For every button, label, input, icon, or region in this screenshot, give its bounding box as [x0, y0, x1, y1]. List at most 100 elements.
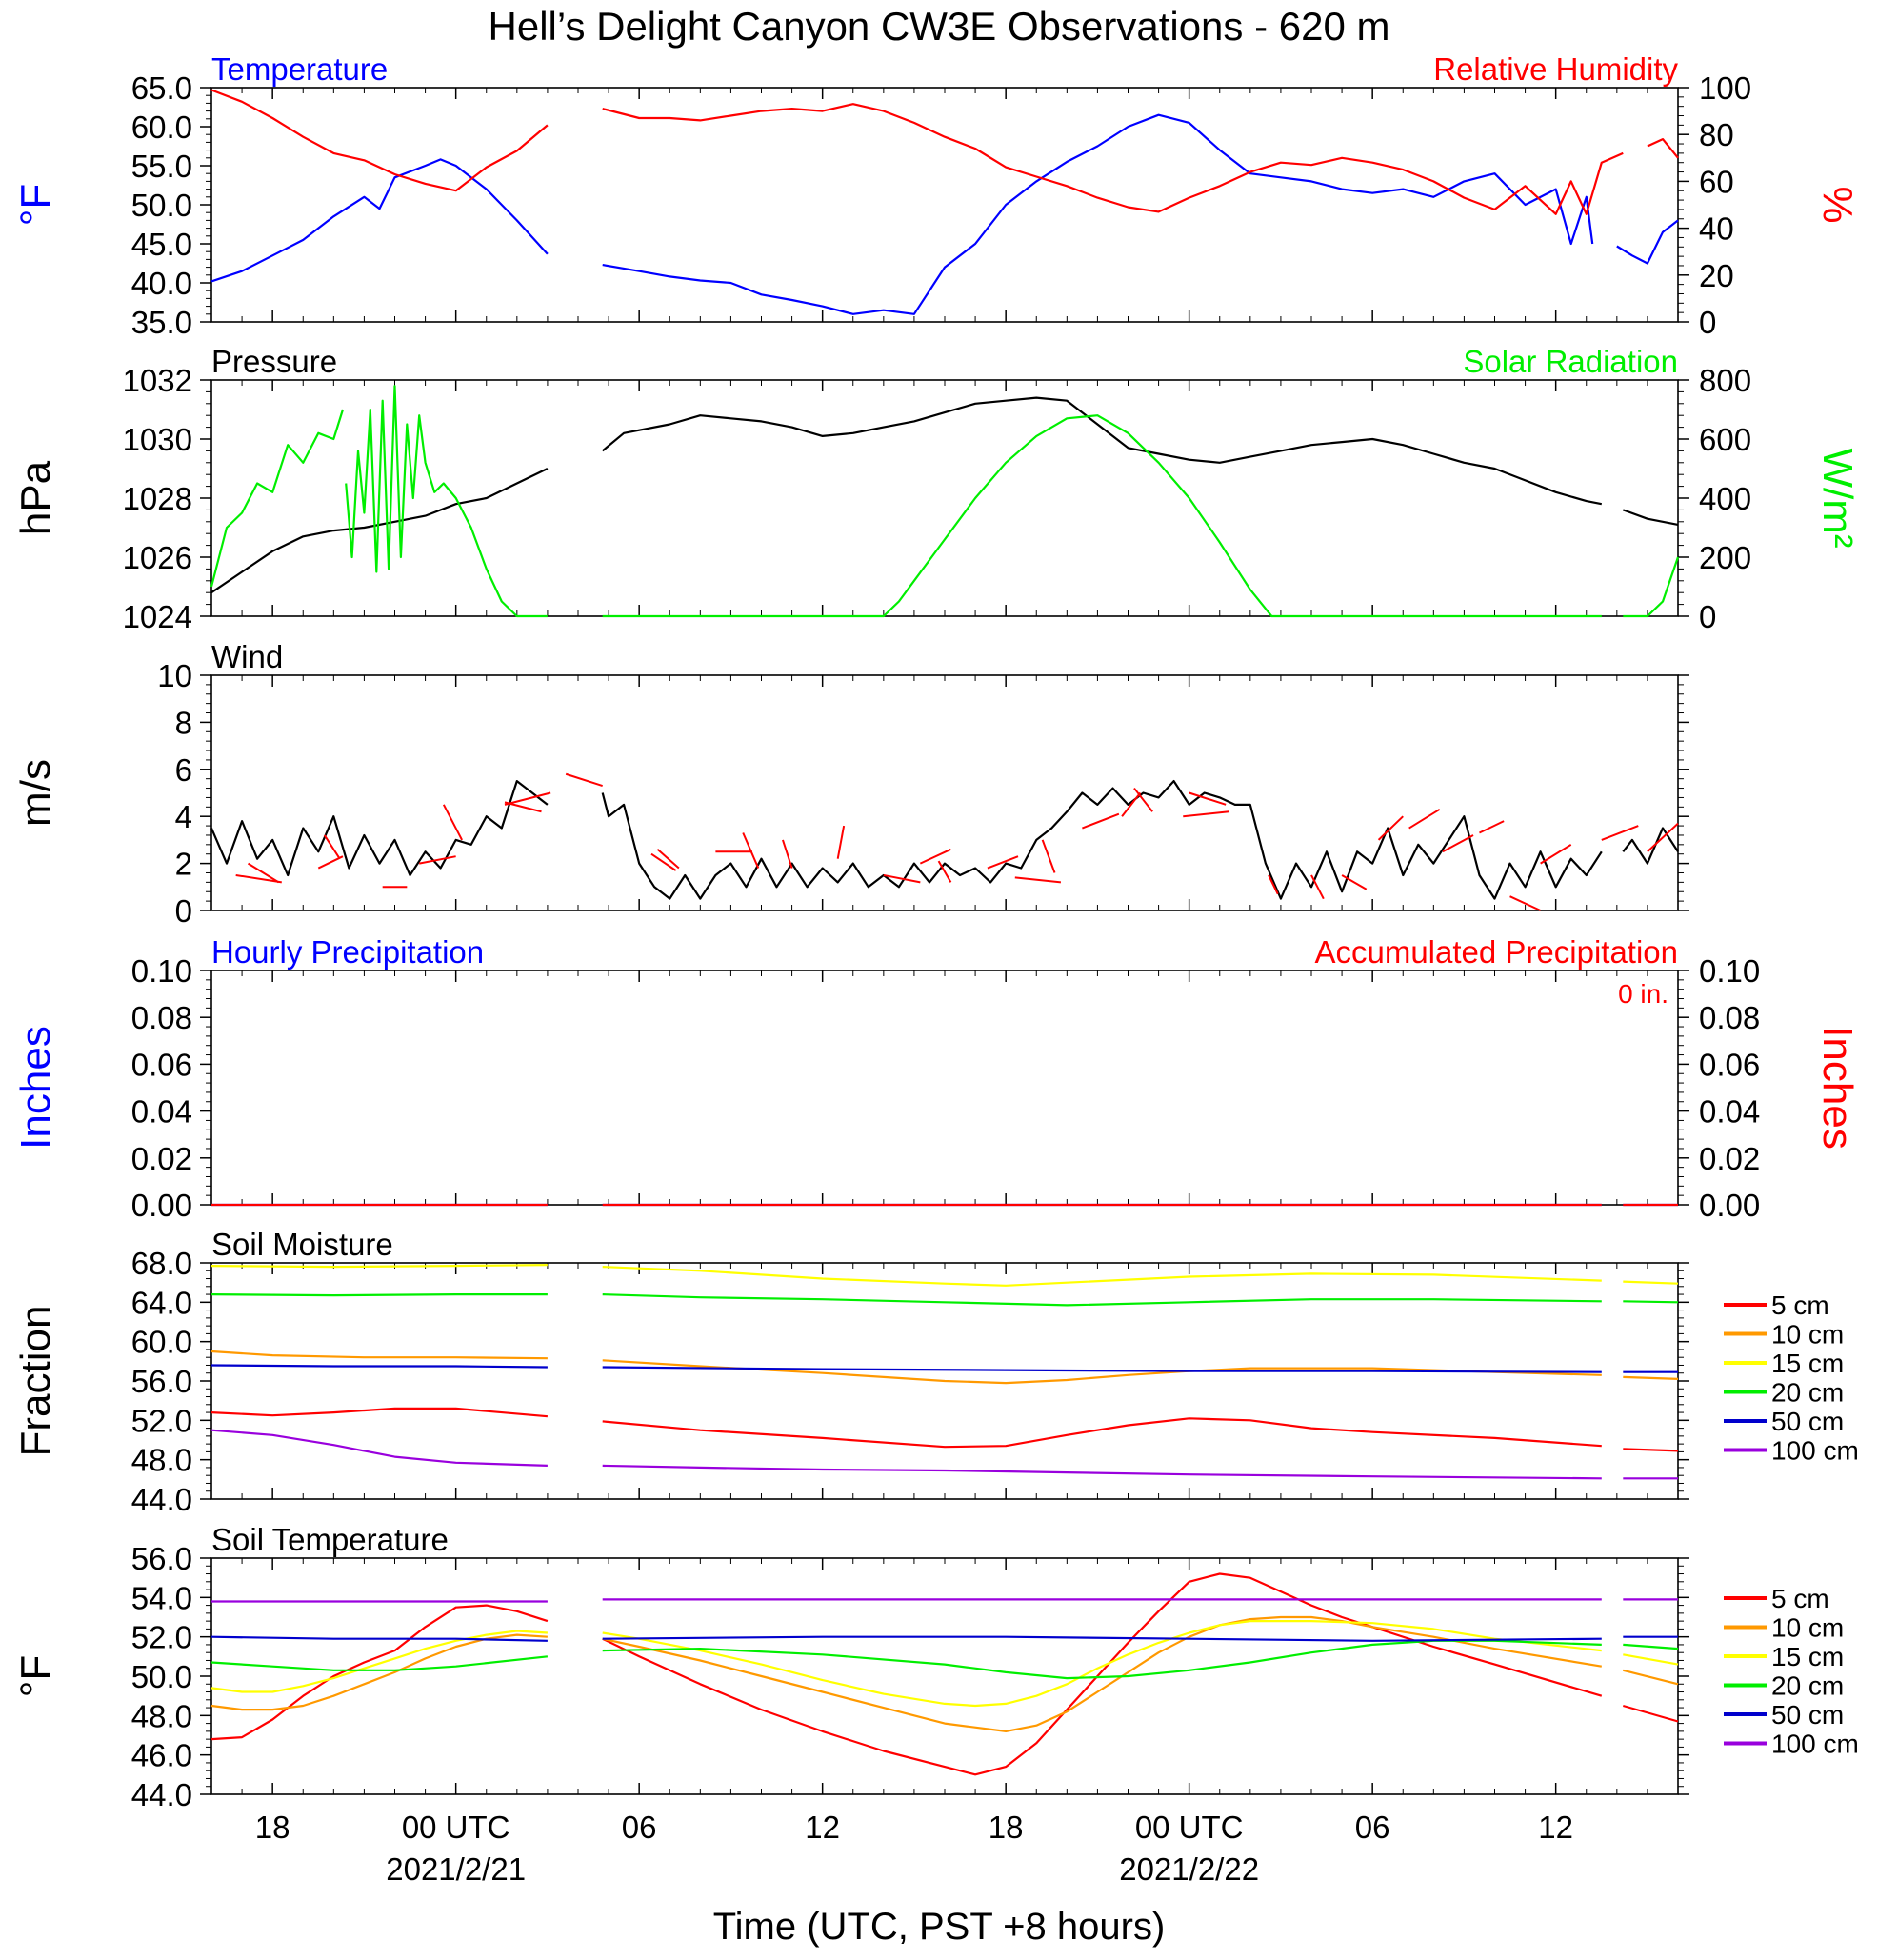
series-solar-radiation — [210, 385, 1680, 618]
panel-title-left: Wind — [211, 639, 283, 674]
series-line-segment — [1647, 138, 1679, 159]
wind-barb — [1041, 839, 1056, 873]
wind-barb — [1133, 787, 1153, 812]
y-tick-label-left: 60.0 — [131, 1325, 192, 1360]
x-tick-date-label: 2021/2/21 — [386, 1851, 526, 1887]
x-tick-label: 12 — [1538, 1810, 1573, 1845]
y-tick-label-left: 40.0 — [131, 266, 192, 301]
wind-barb — [247, 862, 280, 884]
y-tick-label-right: 800 — [1699, 363, 1751, 398]
series-line-segment — [210, 779, 549, 877]
wind-barb — [1509, 895, 1542, 911]
wind-barb — [1082, 812, 1120, 830]
series-line-segment — [210, 1350, 548, 1360]
y-tick-label-right: 0.04 — [1699, 1094, 1760, 1130]
wind-barb — [1540, 843, 1572, 865]
y-tick-label-right: 0.10 — [1699, 953, 1760, 989]
panel-title-right: Solar Radiation — [1463, 344, 1678, 379]
series-relative-humidity — [210, 89, 1679, 215]
legend-label: 10 cm — [1771, 1320, 1844, 1350]
legend-label: 15 cm — [1771, 1349, 1844, 1378]
wind-barb — [919, 848, 951, 865]
series-line-segment — [602, 1359, 1602, 1385]
y-tick-label-left: 1026 — [123, 540, 192, 575]
legend-label: 20 cm — [1771, 1378, 1844, 1408]
x-tick-label: 18 — [989, 1810, 1024, 1845]
series-line-segment — [602, 1619, 1602, 1708]
y-tick-label-right: 0.08 — [1699, 1000, 1760, 1035]
y-tick-label-left: 65.0 — [131, 70, 192, 106]
wind-barb — [235, 873, 282, 884]
wind-barb — [1442, 834, 1474, 853]
y-tick-label-left: 8 — [175, 705, 192, 740]
series-line-segment — [602, 1635, 1602, 1642]
y-tick-label-left: 1030 — [123, 422, 192, 457]
y-tick-label-left: 50.0 — [131, 188, 192, 223]
series-line-segment — [1623, 1300, 1679, 1304]
y-tick-label-left: 0.08 — [131, 1000, 192, 1035]
series-line-segment — [1622, 509, 1679, 526]
series-line-segment — [602, 1366, 1602, 1373]
plot-frame — [210, 379, 1679, 617]
y-tick-label-left: 45.0 — [131, 227, 192, 262]
x-tick-label: 06 — [622, 1810, 657, 1845]
y-tick-label-right: 0 — [1699, 599, 1716, 634]
series-line-segment — [210, 468, 549, 594]
series-line-segment — [210, 158, 549, 283]
y-tick-label-right: 20 — [1699, 258, 1734, 293]
wind-barb — [1647, 822, 1679, 852]
y-axis-label-left: hPa — [12, 460, 59, 535]
y-tick-label-right: 40 — [1699, 211, 1734, 247]
series-line-segment — [210, 409, 345, 588]
wind-barb — [418, 855, 456, 865]
x-tick-date-label: 2021/2/22 — [1119, 1851, 1259, 1887]
series-line-segment — [602, 1417, 1602, 1449]
series-line-segment — [601, 779, 1603, 900]
series-line-segment — [1623, 1669, 1679, 1686]
series-line-segment — [1622, 827, 1679, 865]
x-axis-label: Time (UTC, PST +8 hours) — [713, 1906, 1166, 1948]
y-tick-label-left: 0.04 — [131, 1094, 192, 1130]
plot-frame — [210, 970, 1679, 1206]
y-tick-label-left: 44.0 — [131, 1777, 192, 1812]
chart-panels: 35.040.045.050.055.060.065.0020406080100… — [12, 51, 1861, 1887]
y-axis-label-left: °F — [12, 184, 59, 226]
wind-barb — [1014, 876, 1062, 884]
series-20-cm — [210, 1639, 1679, 1680]
wind-barb — [1408, 808, 1441, 830]
y-tick-label-left: 56.0 — [131, 1364, 192, 1399]
panel-soil_moisture: 44.0 48.0 52.0 56.0 60.0 64.0 68.0 Soil Moistur… — [12, 1227, 1859, 1517]
series-100-cm — [211, 1598, 1678, 1603]
series-line-segment — [602, 1615, 1602, 1733]
plot-frame — [210, 1557, 1679, 1795]
y-tick-label-left: 52.0 — [131, 1620, 192, 1655]
series-line-segment — [210, 89, 549, 192]
y-tick-label-left: 1024 — [123, 599, 192, 634]
accumulated-total-label: 0 in. — [1618, 979, 1668, 1009]
series-5-cm — [210, 1407, 1679, 1452]
wind-barb — [1601, 825, 1639, 841]
x-tick-label: 18 — [255, 1810, 290, 1845]
panel-precip: 0.00 0.02 0.04 0.06 0.08 0.10 0.00 0.02 0.04 0.06… — [12, 934, 1861, 1223]
series-line-segment — [210, 1655, 549, 1671]
series-line-segment — [1616, 219, 1679, 265]
series-10-cm — [210, 1350, 1679, 1385]
y-tick-label-left: 0.00 — [131, 1188, 192, 1223]
panel-title-left: Hourly Precipitation — [211, 934, 484, 970]
legend-label: 5 cm — [1771, 1290, 1829, 1320]
legend-label: 5 cm — [1771, 1584, 1829, 1613]
y-tick-label-left: 1028 — [123, 481, 192, 516]
series-line-segment — [602, 1572, 1603, 1776]
series-line-segment — [1623, 1280, 1679, 1285]
y-tick-label-left: 64.0 — [131, 1285, 192, 1320]
series-line-segment — [210, 1264, 548, 1269]
series-line-segment — [345, 385, 548, 618]
series-line-segment — [210, 1604, 549, 1741]
series-line-segment — [602, 1293, 1602, 1307]
y-tick-label-right: 80 — [1699, 117, 1734, 152]
series-line-segment — [1623, 1653, 1679, 1666]
series-line-segment — [602, 1266, 1602, 1287]
series-line-segment — [1623, 1448, 1679, 1452]
panel-pressure_solar: 1024 1026 1028 1030 1032 0 200 400 600 800 Pressur… — [12, 344, 1861, 634]
